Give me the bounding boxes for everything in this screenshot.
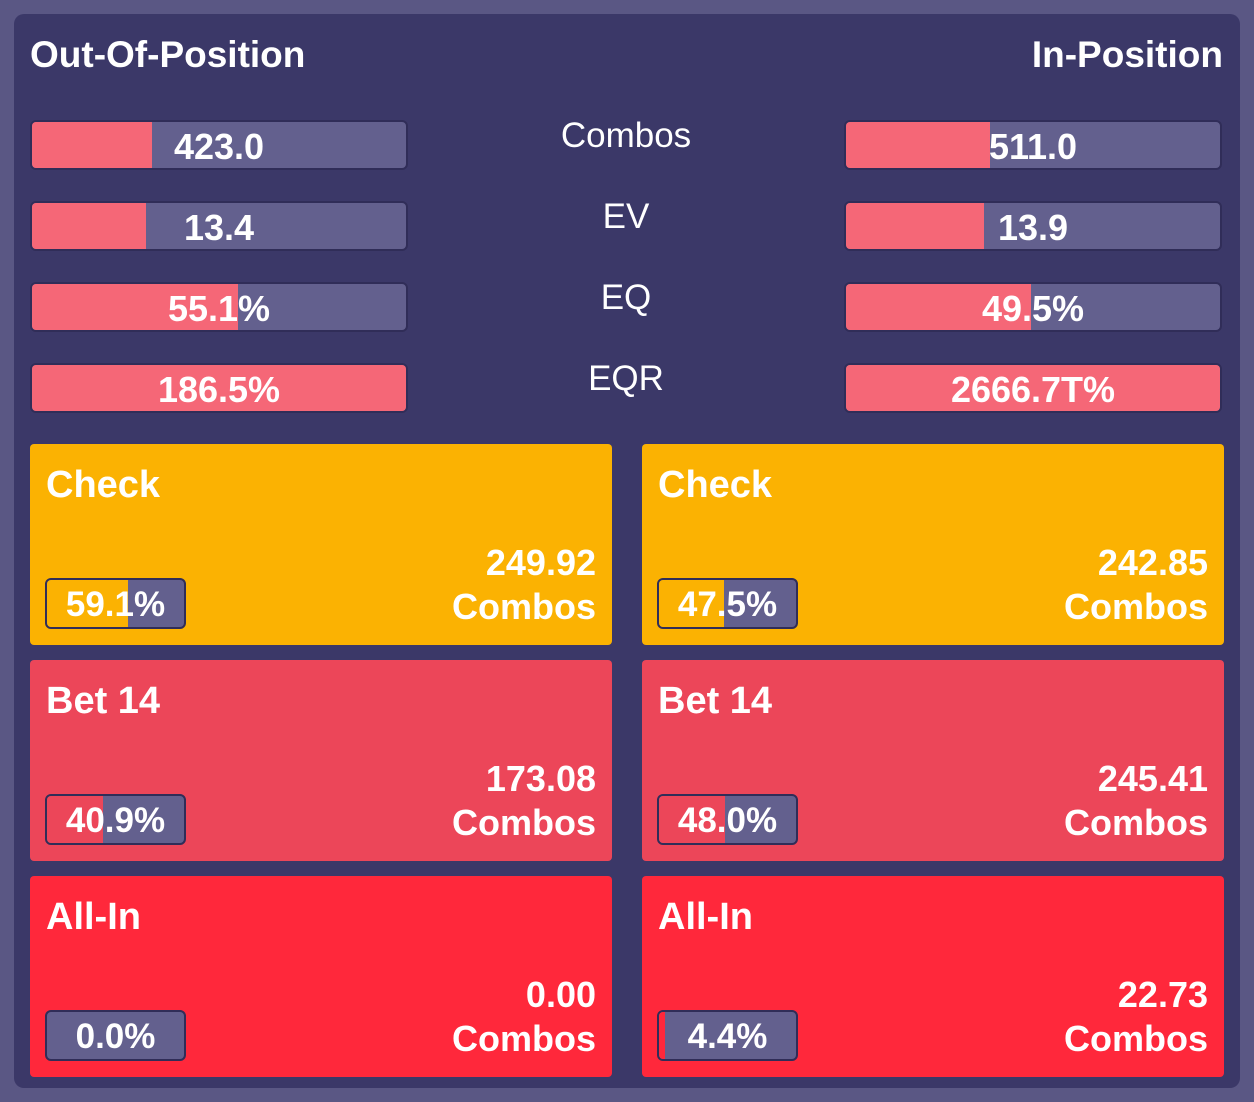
action-title: All-In bbox=[46, 896, 141, 938]
action-combos-value: 249.92 bbox=[485, 542, 596, 583]
action-combos-label: Combos bbox=[1064, 802, 1208, 843]
action-combos-value: 0.00 bbox=[525, 974, 596, 1015]
ip-combos-value: 511.0 bbox=[988, 126, 1078, 167]
ip-action-bet-14[interactable]: Bet 14 245.41 Combos 48.0% bbox=[642, 660, 1224, 861]
action-combos-label: Combos bbox=[452, 1018, 596, 1059]
oop-combos-value: 423.0 bbox=[173, 126, 265, 167]
stat-row-ev: 13.4 EV 13.9 bbox=[14, 197, 1240, 251]
oop-eqr-value: 186.5% bbox=[157, 369, 281, 410]
oop-action-check[interactable]: Check 249.92 Combos 59.1% bbox=[30, 444, 612, 645]
action-pct-value: 40.9% bbox=[65, 801, 166, 840]
action-pct-bar: 0.0% bbox=[45, 1010, 186, 1061]
stat-label-eq: EQ bbox=[600, 278, 652, 317]
action-pct-fill bbox=[47, 580, 128, 627]
action-pct-fill bbox=[47, 796, 104, 843]
oop-action-bet-14[interactable]: Bet 14 173.08 Combos 40.9% bbox=[30, 660, 612, 861]
action-combos-value: 242.85 bbox=[1097, 542, 1208, 583]
ip-eqr-fill bbox=[846, 365, 1220, 411]
oop-eq-value: 55.1% bbox=[167, 288, 271, 329]
action-pct-bar: 47.5% bbox=[657, 578, 798, 629]
stat-row-eqr: 186.5% EQR 2666.7T% bbox=[14, 359, 1240, 413]
ip-ev-value: 13.9 bbox=[997, 207, 1069, 248]
action-title: Check bbox=[658, 464, 773, 506]
action-combos-label: Combos bbox=[452, 802, 596, 843]
ip-header: In-Position bbox=[1031, 34, 1223, 75]
ip-eq-fill bbox=[846, 284, 1032, 330]
ip-combos-fill bbox=[846, 122, 990, 168]
oop-combos-bar: 423.0 bbox=[30, 120, 408, 170]
action-combos-label: Combos bbox=[1064, 586, 1208, 627]
ip-action-all-in[interactable]: All-In 22.73 Combos 4.4% bbox=[642, 876, 1224, 1077]
oop-eqr-fill bbox=[32, 365, 406, 411]
stat-label-combos: Combos bbox=[560, 116, 692, 155]
oop-eqr-bar: 186.5% bbox=[30, 363, 408, 413]
action-combos-label: Combos bbox=[452, 586, 596, 627]
oop-eq-bar: 55.1% bbox=[30, 282, 408, 332]
action-pct-fill bbox=[659, 580, 725, 627]
oop-ev-fill bbox=[32, 203, 147, 249]
action-combos-value: 22.73 bbox=[1117, 974, 1208, 1015]
oop-ev-bar: 13.4 bbox=[30, 201, 408, 251]
action-combos-value: 173.08 bbox=[485, 758, 596, 799]
stat-row-eq: 55.1% EQ 49.5% bbox=[14, 278, 1240, 332]
stat-row-combos: 423.0 Combos 511.0 bbox=[14, 116, 1240, 170]
action-title: Bet 14 bbox=[658, 680, 773, 722]
ip-ev-bar: 13.9 bbox=[844, 201, 1222, 251]
action-combos-label: Combos bbox=[1064, 1018, 1208, 1059]
action-pct-bar: 40.9% bbox=[45, 794, 186, 845]
action-pct-value: 59.1% bbox=[65, 585, 166, 624]
action-pct-value: 47.5% bbox=[677, 585, 778, 624]
action-title: Bet 14 bbox=[46, 680, 161, 722]
oop-ev-value: 13.4 bbox=[183, 207, 255, 248]
ip-combos-bar: 511.0 bbox=[844, 120, 1222, 170]
oop-combos-fill bbox=[32, 122, 152, 168]
oop-eq-fill bbox=[32, 284, 239, 330]
ip-action-check[interactable]: Check 242.85 Combos 47.5% bbox=[642, 444, 1224, 645]
stat-label-ev: EV bbox=[602, 197, 650, 236]
action-pct-fill bbox=[659, 796, 725, 843]
ip-eqr-bar: 2666.7T% bbox=[844, 363, 1222, 413]
oop-action-all-in[interactable]: All-In 0.00 Combos 0.0% bbox=[30, 876, 612, 1077]
stat-label-eqr: EQR bbox=[588, 359, 664, 398]
action-pct-bar: 48.0% bbox=[657, 794, 798, 845]
ip-eq-bar: 49.5% bbox=[844, 282, 1222, 332]
action-title: Check bbox=[46, 464, 161, 506]
action-title: All-In bbox=[658, 896, 753, 938]
action-combos-value: 245.41 bbox=[1097, 758, 1208, 799]
ip-eq-value: 49.5% bbox=[981, 288, 1085, 329]
action-pct-fill bbox=[659, 1012, 666, 1059]
action-pct-value: 0.0% bbox=[75, 1017, 156, 1056]
equity-panel: Out-Of-Position In-Position 423.0 Combos… bbox=[14, 14, 1240, 1088]
action-pct-bar: 4.4% bbox=[657, 1010, 798, 1061]
action-pct-value: 4.4% bbox=[687, 1017, 768, 1056]
action-pct-value: 48.0% bbox=[677, 801, 778, 840]
oop-header: Out-Of-Position bbox=[30, 34, 306, 75]
action-pct-bar: 59.1% bbox=[45, 578, 186, 629]
ip-ev-fill bbox=[846, 203, 985, 249]
ip-eqr-value: 2666.7T% bbox=[950, 369, 1116, 410]
